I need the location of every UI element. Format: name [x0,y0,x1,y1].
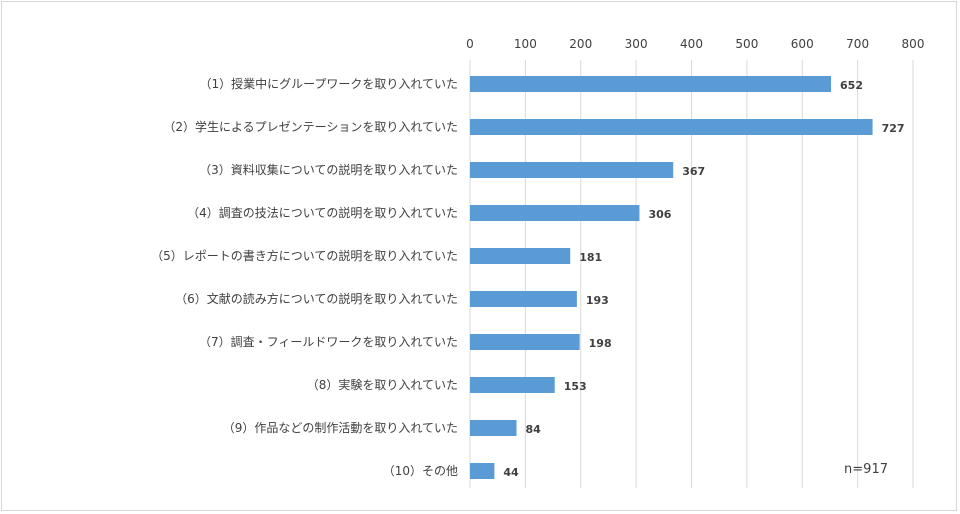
x-tick-label: 800 [902,37,925,51]
bar-3 [470,162,674,178]
data-label-6: 193 [586,294,609,307]
data-label-7: 198 [589,337,612,350]
bar-7 [470,334,580,350]
x-tick-label: 100 [514,37,537,51]
category-label-4: （4）調査の技法についての説明を取り入れていた [187,205,458,220]
sample-size-note: n=917 [844,462,888,477]
x-tick-label: 300 [625,37,648,51]
bar-4 [470,205,640,221]
category-label-1: （1）授業中にグループワークを取り入れていた [199,76,458,91]
x-tick-label: 0 [466,37,474,51]
data-label-3: 367 [682,165,705,178]
category-label-2: （2）学生によるプレゼンテーションを取り入れていた [163,119,458,134]
bar-2 [470,119,873,135]
category-label-3: （3）資料収集についての説明を取り入れていた [199,162,458,177]
x-tick-label: 200 [569,37,592,51]
data-label-5: 181 [579,251,602,264]
data-label-8: 153 [564,380,587,393]
x-tick-label: 600 [791,37,814,51]
x-tick-label: 400 [680,37,703,51]
data-label-1: 652 [840,79,863,92]
category-label-9: （9）作品などの制作活動を取り入れていた [223,421,458,435]
data-label-10: 44 [503,466,519,479]
bar-8 [470,377,555,393]
category-label-7: （7）調査・フィールドワークを取り入れていた [199,335,458,349]
bar-6 [470,291,577,307]
data-labels: 652 727 367 306 181 193 198 153 84 44 [503,79,904,479]
category-label-5: （5）レポートの書き方についての説明を取り入れていた [151,248,458,263]
bar-9 [470,420,517,436]
bar-10 [470,463,495,479]
x-axis-ticks: 0 100 200 300 400 500 600 700 800 [466,37,924,51]
bars [470,76,873,479]
x-tick-label: 700 [846,37,869,51]
category-labels: （1）授業中にグループワークを取り入れていた （2）学生によるプレゼンテーションを… [151,76,458,478]
category-label-6: （6）文献の読み方についての説明を取り入れていた [175,291,458,306]
category-label-10: （10）その他 [383,464,458,478]
x-tick-label: 500 [735,37,758,51]
bar-5 [470,248,571,264]
data-label-9: 84 [526,423,542,436]
data-label-4: 306 [648,208,671,221]
data-label-2: 727 [882,122,905,135]
category-label-8: （8）実験を取り入れていた [307,377,458,392]
bar-1 [470,76,832,92]
